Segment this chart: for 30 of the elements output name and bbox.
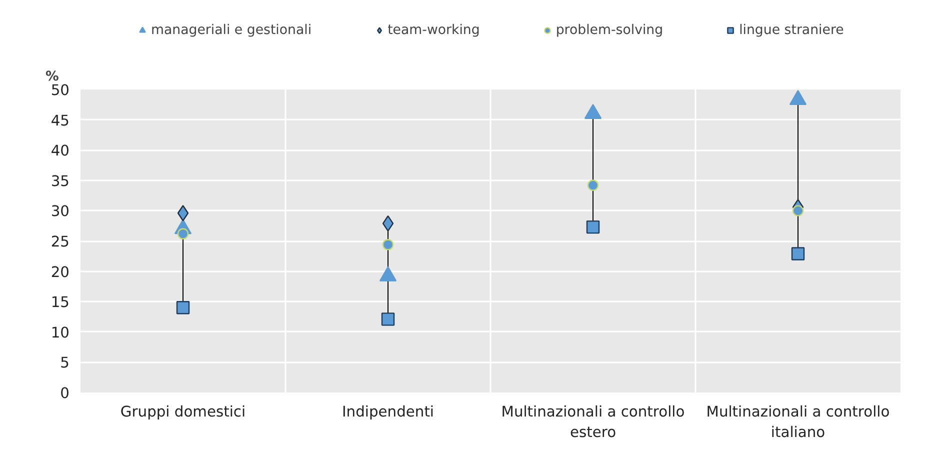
- x-tick-label: Gruppi domestici: [120, 404, 246, 420]
- point: [792, 205, 804, 216]
- legend-label: team-working: [388, 22, 480, 38]
- point: [381, 312, 395, 326]
- y-tick-label: 40: [50, 142, 70, 160]
- y-tick-label: 50: [50, 82, 70, 99]
- point: [586, 220, 600, 234]
- legend-label: manageriali e gestionali: [151, 22, 312, 38]
- y-tick-label: 30: [50, 203, 70, 220]
- y-tick-label: 25: [50, 234, 70, 250]
- x-tick-label: Indipendenti: [342, 404, 434, 420]
- y-tick-label: 45: [50, 112, 70, 130]
- point: [382, 239, 394, 250]
- x-tick-label: Multinazionali a controllo italiano: [706, 404, 890, 441]
- y-axis-title: %: [46, 70, 59, 84]
- y-tick-label: 5: [60, 354, 70, 372]
- y-tick-label: 35: [50, 172, 70, 190]
- point: [177, 228, 189, 240]
- y-tick-label: 20: [50, 264, 70, 281]
- y-tick-label: 10: [50, 324, 70, 342]
- point: [791, 247, 805, 260]
- legend-label: lingue straniere: [739, 22, 844, 38]
- point: [177, 205, 189, 222]
- point: [587, 180, 599, 191]
- point: [382, 215, 394, 232]
- y-tick-label: 15: [50, 294, 70, 312]
- y-tick-label: 0: [60, 385, 70, 402]
- legend-label: problem-solving: [556, 22, 664, 38]
- point: [176, 301, 190, 314]
- x-tick-label: Multinazionali a controllo estero: [501, 404, 685, 441]
